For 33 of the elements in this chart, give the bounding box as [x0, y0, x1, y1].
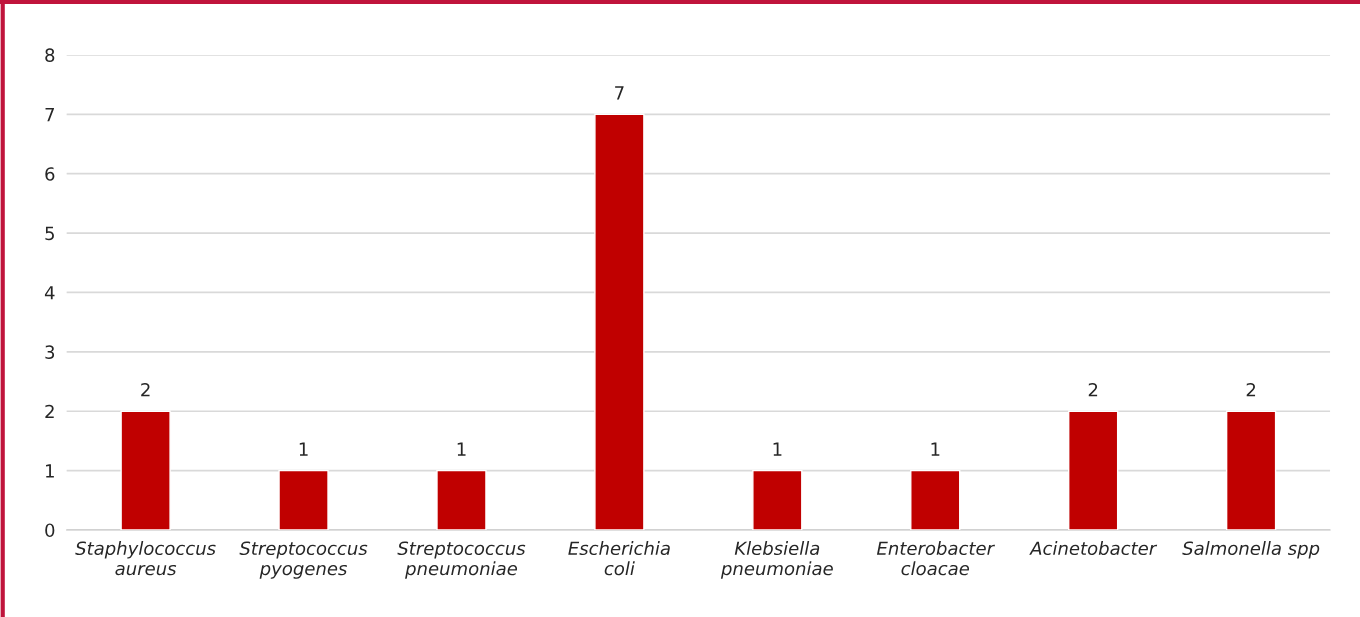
data-label: 1 [773, 442, 782, 456]
x-tick-label: Enterobacter cloacae [876, 541, 995, 576]
x-tick-label: Escherichia coli [568, 541, 670, 576]
bar [1225, 410, 1277, 530]
y-tick-label: 8 [45, 48, 55, 63]
bar [1068, 410, 1119, 530]
bar [752, 469, 803, 530]
bar [594, 113, 645, 530]
data-label: 7 [615, 86, 624, 100]
y-tick-label: 4 [44, 286, 55, 300]
data-label: 1 [931, 442, 940, 456]
bar [120, 410, 171, 530]
data-label: 2 [141, 382, 150, 397]
x-tick-label: Acinetobacter [1029, 541, 1158, 556]
y-tick-label: 5 [45, 226, 54, 241]
y-tick-label: 3 [45, 345, 55, 359]
bar [278, 469, 329, 530]
x-tick-label: Staphylococcus aureus [75, 541, 216, 576]
data-label: 1 [457, 442, 466, 456]
x-tick-label: Streptococcus pneumoniae [397, 541, 526, 579]
data-label: 1 [299, 442, 308, 456]
data-label: 2 [1246, 382, 1256, 397]
bar [436, 469, 487, 530]
data-label: 2 [1088, 382, 1098, 397]
x-tick-label: Klebsiella pneumoniae [720, 541, 833, 579]
y-tick-label: 7 [45, 108, 54, 122]
y-tick-label: 6 [45, 167, 55, 181]
y-tick-label: 0 [45, 523, 55, 538]
x-tick-label: Salmonella spp [1182, 541, 1320, 559]
y-tick-label: 2 [45, 404, 54, 419]
y-tick-label: 1 [46, 464, 54, 478]
bar [910, 469, 961, 530]
x-tick-label: Streptococcus pyogenes [239, 541, 368, 579]
